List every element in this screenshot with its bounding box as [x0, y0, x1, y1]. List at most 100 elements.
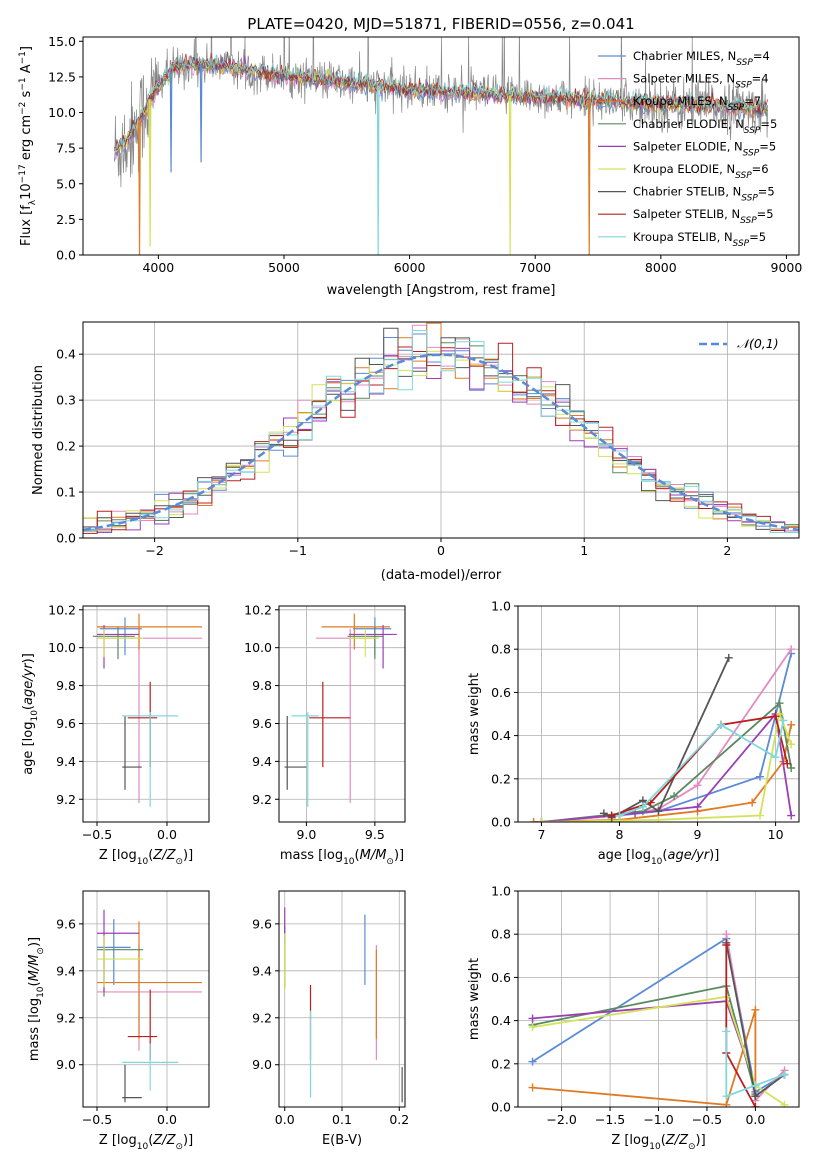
data-point-marker [779, 716, 788, 725]
data-point-marker [748, 798, 757, 807]
axes-frame [82, 321, 800, 539]
x-tick-label: 8 [615, 827, 623, 842]
data-point-marker [783, 759, 792, 768]
data-point-marker [751, 1005, 760, 1014]
axes-frame [82, 605, 210, 823]
x-tick-label: 0.2 [389, 1112, 409, 1127]
data-point-marker [528, 1014, 537, 1023]
x-tick-label: 10 [768, 827, 784, 842]
y-axis-label: mass weight [467, 958, 482, 1040]
y-tick-label: 10.0 [244, 640, 272, 655]
x-tick-label: −2.0 [546, 1112, 576, 1127]
data-point-marker [771, 753, 780, 762]
y-tick-label: 0.3 [56, 393, 76, 408]
data-point-marker [528, 1083, 537, 1092]
legend-label: Salpeter STELIB, NSSP=5 [633, 207, 774, 226]
chart-layer: 4000 5000 6000 7000 8000 90000.02.55.07.510.0… [18, 34, 803, 1152]
data-point-marker [528, 1057, 537, 1066]
x-tick-label: −0.5 [82, 827, 112, 842]
y-tick-label: 0.8 [491, 927, 511, 942]
legend: Chabrier MILES, NSSP=4 Salpeter MILES, NS… [598, 49, 777, 249]
y-tick-label: 15.0 [48, 34, 76, 49]
plot-area [114, 37, 768, 255]
panel-weight_vs_Z: −2.0 −1.5 −1.0 −0.5 0.0 0.0 0.2 0.4 0.6 0.8 1.0 Z [… [467, 884, 800, 1152]
plot-area [284, 613, 397, 807]
axes-frame [517, 890, 800, 1108]
absorption-line [508, 95, 512, 255]
panel-mass_vs_Z: −0.5 0.0 9.0 9.2 9.4 9.6 Z [log10(Z/Z⊙)] mass [… [27, 890, 210, 1152]
y-tick-label: 9.8 [252, 678, 272, 693]
legend-label: Chabrier STELIB, NSSP=5 [633, 185, 775, 204]
data-point-marker [751, 1081, 760, 1090]
x-tick-label: 9.0 [296, 827, 316, 842]
legend-label: Chabrier MILES, NSSP=4 [633, 49, 770, 68]
x-tick-label: −0.5 [82, 1112, 112, 1127]
y-tick-label: 9.4 [252, 754, 272, 769]
y-tick-label: 0.2 [56, 439, 76, 454]
data-point-marker [755, 811, 764, 820]
data-point-marker [654, 807, 663, 816]
series-line [541, 653, 793, 822]
y-tick-label: 9.4 [56, 754, 76, 769]
data-point-marker [528, 1023, 537, 1032]
y-tick-label: 9.8 [56, 678, 76, 693]
x-axis-label: E(B-V) [322, 1133, 362, 1148]
series-line [725, 1031, 785, 1098]
y-tick-label: 9.4 [56, 963, 76, 978]
panel-spectrum: 4000 5000 6000 7000 8000 9000 0.0 2.5 5.0 7.5 10.0… [18, 34, 803, 298]
y-tick-label: 9.0 [252, 1057, 272, 1072]
series-line [532, 1000, 757, 1086]
x-tick-label: −1.5 [595, 1112, 625, 1127]
x-tick-label: −1.0 [643, 1112, 673, 1127]
legend-label: Chabrier ELODIE, NSSP=5 [633, 117, 777, 136]
data-point-marker [638, 802, 647, 811]
y-tick-label: 9.4 [252, 963, 272, 978]
y-tick-label: 0.0 [491, 1100, 511, 1115]
data-point-marker [722, 1027, 731, 1036]
y-tick-label: 0.6 [491, 970, 511, 985]
y-tick-label: 10.2 [48, 602, 76, 617]
x-tick-label: 7 [537, 827, 545, 842]
x-axis-label: age [log10(age/yr)] [598, 848, 720, 867]
x-axis-label: Z [log10(Z/Z⊙)] [99, 848, 193, 867]
data-point-marker [607, 811, 616, 820]
data-point-marker [780, 1100, 789, 1107]
panel-age_vs_Z: −0.5 0.0 9.2 9.4 9.6 9.8 10.0 10.2 Z [log10(Z/Z⊙… [21, 602, 210, 867]
y-tick-label: 9.2 [56, 792, 76, 807]
x-tick-label: 8000 [645, 260, 677, 275]
x-tick-label: 0.0 [157, 827, 177, 842]
x-tick-label: −1 [289, 543, 307, 558]
legend-label: Kroupa ELODIE, NSSP=6 [633, 162, 769, 181]
y-tick-label: 9.2 [252, 792, 272, 807]
x-tick-label: 1 [580, 543, 588, 558]
x-axis-label: wavelength [Angstrom, rest frame] [327, 283, 556, 298]
data-point-marker [670, 792, 679, 801]
data-point-marker [722, 1100, 731, 1107]
y-tick-label: 0.2 [491, 771, 511, 786]
legend-label: 𝒩(0,1) [737, 336, 779, 351]
data-point-marker [599, 809, 608, 818]
data-point-marker [724, 653, 733, 662]
data-point-marker [787, 740, 796, 749]
y-tick-label: 10.0 [48, 105, 76, 120]
legend-label: Salpeter ELODIE, NSSP=5 [633, 139, 776, 158]
x-tick-label: 0.0 [275, 1112, 295, 1127]
axes-frame [82, 890, 210, 1108]
absorption-line [376, 86, 380, 255]
panel-residuals: −2 −1 0 1 2 0.0 0.1 0.2 0.3 0.4 (data-model)/error… [31, 321, 800, 583]
series-line [541, 710, 793, 822]
x-tick-label: 9000 [771, 260, 803, 275]
model-spectrum-line [114, 53, 768, 151]
y-tick-label: 5.0 [56, 176, 76, 191]
plot-area [284, 907, 403, 1103]
data-point-marker [775, 699, 784, 708]
legend-label: Salpeter MILES, NSSP=4 [633, 72, 769, 91]
y-tick-label: 0.6 [491, 685, 511, 700]
y-tick-label: 0.0 [56, 531, 76, 546]
data-point-marker [722, 941, 731, 949]
legend-label: Kroupa MILES, NSSP=7 [633, 94, 761, 113]
data-point-marker [751, 1103, 760, 1107]
x-tick-label: 2 [723, 543, 731, 558]
x-axis-label: Z [log10(Z/Z⊙)] [611, 1133, 705, 1152]
model-spectrum-line [114, 54, 768, 158]
